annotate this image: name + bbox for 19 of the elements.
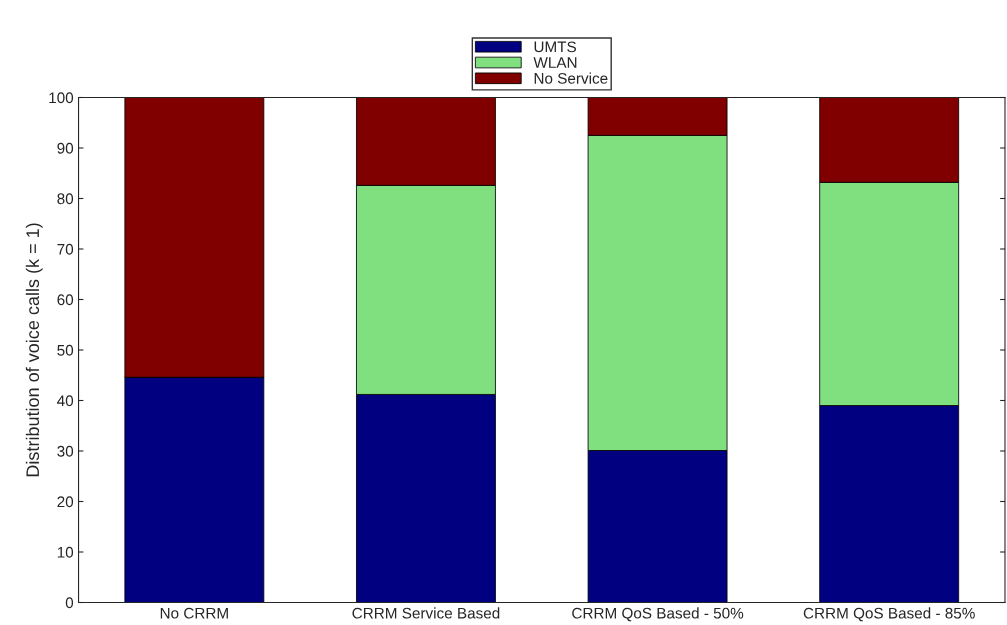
y-tick-label: 50 [57, 344, 74, 356]
x-tick-label: CRRM QoS Based - 50% [572, 607, 744, 622]
x-tick-label: No CRRM [160, 607, 228, 619]
y-tick-label: 60 [57, 294, 74, 306]
y-tick-label: 80 [57, 193, 74, 205]
y-tick-label: 40 [57, 395, 74, 407]
y-tick-label: 70 [57, 243, 74, 255]
y-axis-title: Distribution of voice calls (k = 1) [25, 223, 43, 477]
y-tick-label: 30 [57, 445, 74, 457]
y-tick-label: 10 [57, 546, 74, 558]
x-tick-label: CRRM Service Based [352, 607, 500, 619]
y-tick-label: 90 [57, 142, 74, 154]
y-tick-label: 100 [49, 92, 74, 104]
legend-label: WLAN [533, 57, 577, 68]
legend-label: UMTS [534, 41, 577, 53]
y-tick-label: 20 [57, 496, 74, 508]
y-tick-label: 0 [65, 597, 74, 609]
legend-label: No Service [534, 72, 608, 84]
x-tick-label: CRRM QoS Based - 85% [803, 607, 975, 622]
